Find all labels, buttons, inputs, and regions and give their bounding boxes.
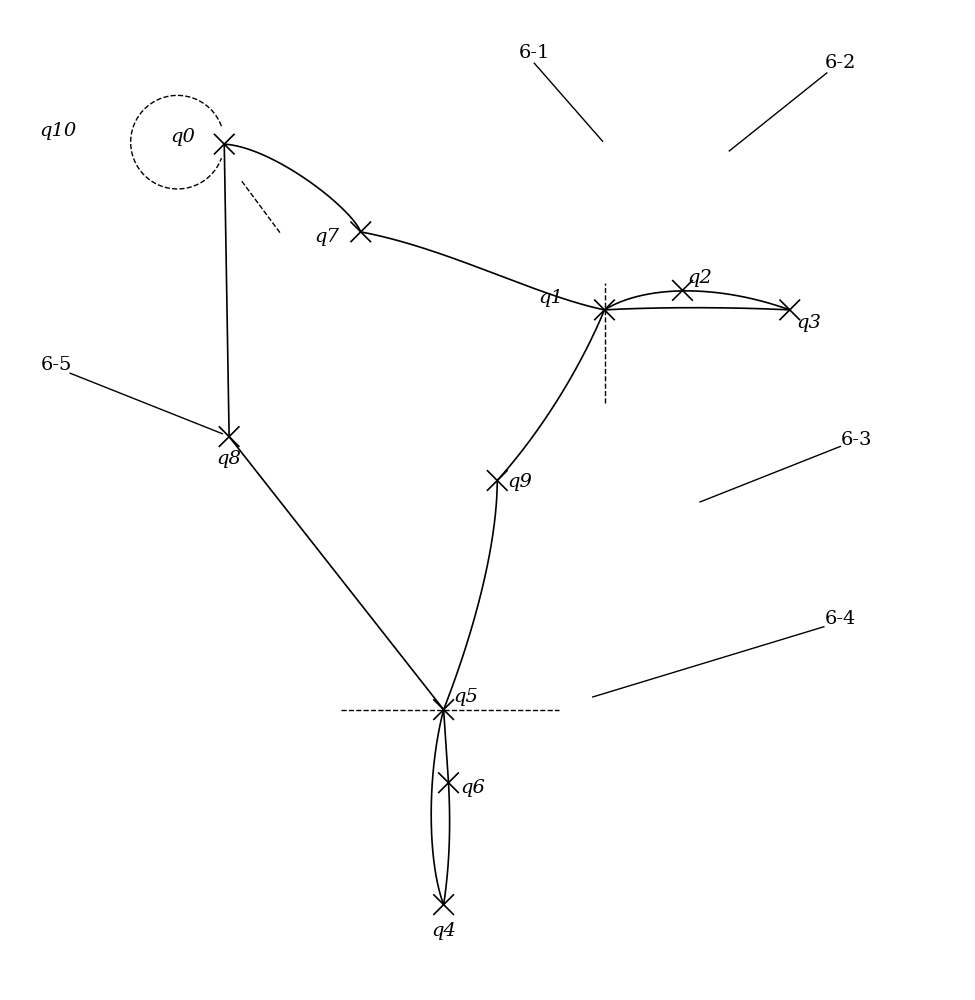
Text: q10: q10 (39, 122, 76, 140)
Text: q3: q3 (797, 314, 822, 332)
Text: q6: q6 (460, 779, 486, 797)
Text: q0: q0 (170, 128, 195, 146)
Text: q2: q2 (687, 269, 713, 287)
Text: 6-5: 6-5 (41, 356, 72, 374)
Text: 6-4: 6-4 (825, 610, 856, 628)
Text: q9: q9 (507, 473, 532, 491)
Text: q4: q4 (431, 922, 456, 940)
Text: q7: q7 (314, 228, 339, 246)
Text: q1: q1 (538, 289, 564, 307)
Text: 6-2: 6-2 (825, 54, 856, 72)
Text: 6-1: 6-1 (519, 44, 550, 62)
Text: q5: q5 (453, 688, 479, 706)
Text: 6-3: 6-3 (840, 431, 872, 449)
Text: q8: q8 (216, 450, 242, 468)
